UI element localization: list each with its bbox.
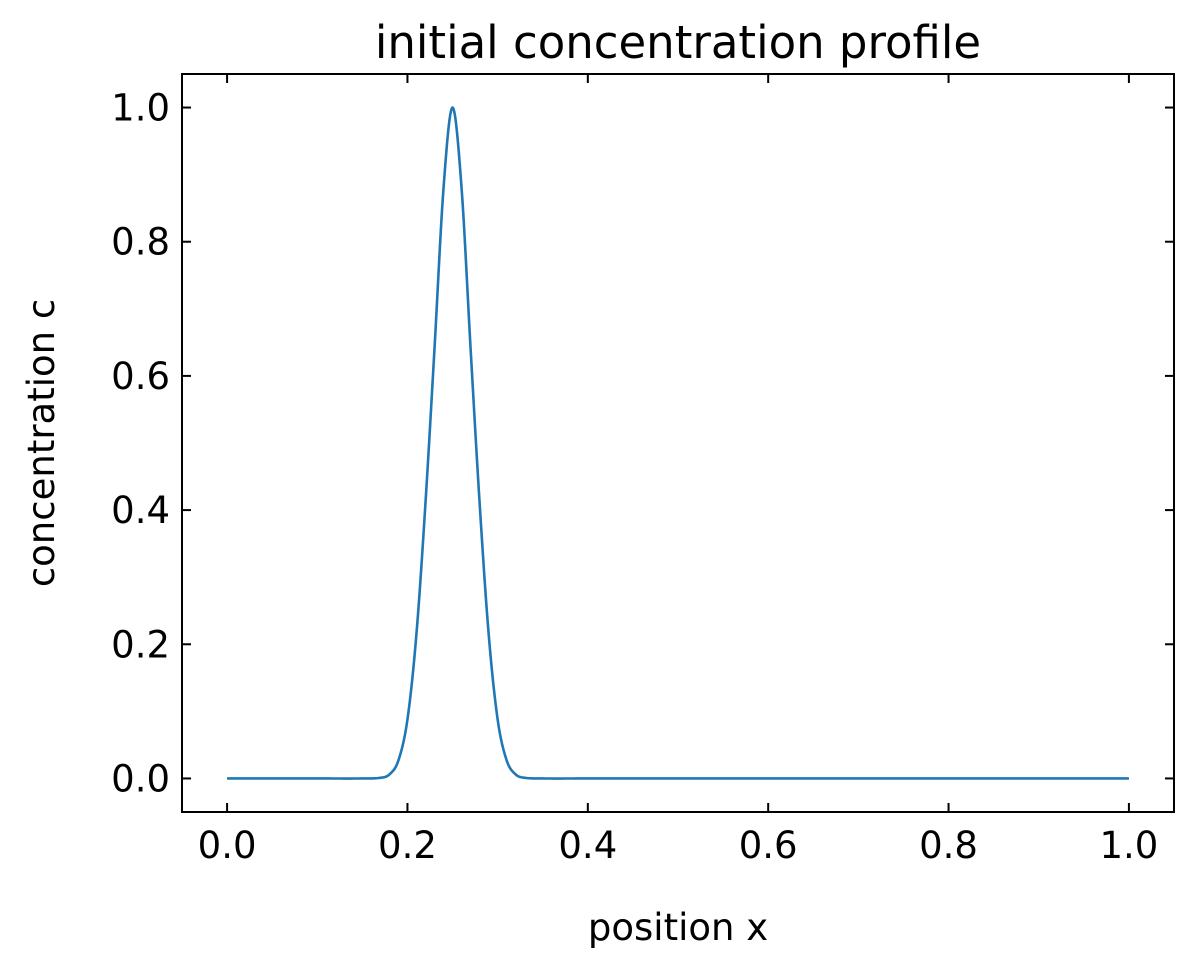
y-tick-label: 0.4 [111,489,170,532]
series-line [227,106,1129,780]
y-tick-label: 0.2 [111,623,170,666]
y-tick-label: 1.0 [111,87,170,130]
x-tick-label: 0.4 [558,824,617,867]
plot-frame [181,73,1175,813]
x-tick-label: 0.8 [919,824,978,867]
x-axis-label: position x [588,906,768,949]
x-tick-label: 1.0 [1099,824,1158,867]
y-tick-label: 0.8 [111,221,170,264]
x-tick-label: 0.6 [739,824,798,867]
chart-title: initial concentration profile [375,16,981,69]
y-tick-label: 0.0 [111,757,170,800]
x-tick-label: 0.2 [378,824,437,867]
x-tick-label: 0.0 [198,824,257,867]
y-axis-ticks: 0.0 0.2 0.4 0.6 0.8 1.0 [111,87,1174,800]
x-axis-ticks: 0.0 0.2 0.4 0.6 0.8 1.0 [198,74,1158,867]
y-axis-label: concentration c [20,299,63,587]
series-layer [227,106,1129,780]
y-tick-label: 0.6 [111,355,170,398]
